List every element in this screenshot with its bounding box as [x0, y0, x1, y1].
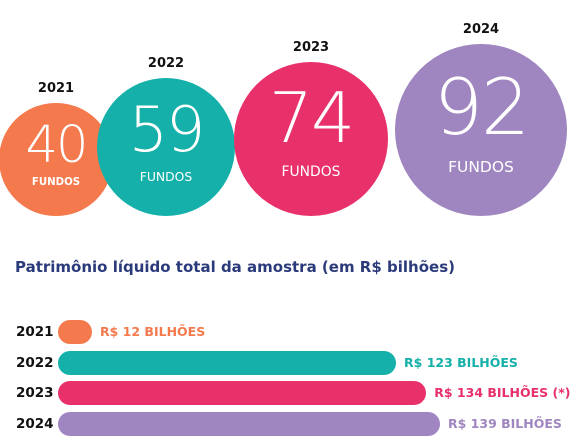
- bar-year-label: 2021: [16, 324, 54, 340]
- bubble-value: 59: [128, 92, 206, 166]
- bar-row-2021: 2021 R$ 12 BILHÕES: [0, 320, 583, 344]
- bar-row-2022: 2022 R$ 123 BILHÕES: [0, 351, 583, 375]
- bar: [58, 351, 397, 375]
- bubble-2024: 92 FUNDOS: [395, 44, 567, 216]
- bubble-value: 40: [25, 115, 89, 175]
- bubble-unit-label: FUNDOS: [448, 157, 514, 176]
- bar-year-label: 2024: [16, 416, 54, 432]
- bar-data-label: R$ 139 BILHÕES: [448, 416, 562, 431]
- bar: [58, 412, 440, 436]
- bubble-year-label: 2022: [147, 56, 185, 72]
- bar: [58, 320, 92, 344]
- bubble-unit-label: FUNDOS: [31, 177, 81, 189]
- bar-row-2024: 2024 R$ 139 BILHÕES: [0, 412, 583, 436]
- bubble-2023: 74 FUNDOS: [233, 61, 389, 216]
- bubble-year-label: 2024: [462, 22, 500, 37]
- bar-data-label: R$ 134 BILHÕES (*): [434, 385, 571, 400]
- bubble-2021: 40 FUNDOS: [0, 102, 113, 216]
- bar-year-label: 2023: [16, 385, 54, 401]
- bubble-unit-label: FUNDOS: [139, 169, 193, 185]
- bubble-value: 74: [268, 78, 355, 159]
- bar-data-label: R$ 123 BILHÕES: [404, 355, 518, 370]
- bar-year-label: 2022: [16, 355, 54, 371]
- bar: [58, 381, 427, 405]
- bar-row-2023: 2023 R$ 134 BILHÕES (*): [0, 381, 583, 405]
- bubble-value: 92: [433, 62, 530, 153]
- bubble-2022: 59 FUNDOS: [97, 78, 235, 216]
- bar-data-label: R$ 12 BILHÕES: [100, 324, 206, 339]
- bubble-year-label: 2021: [37, 80, 75, 96]
- bubble-unit-label: FUNDOS: [281, 163, 341, 180]
- bubble-year-label: 2023: [292, 39, 330, 55]
- chart-title: Patrimônio líquido total da amostra (em …: [15, 258, 455, 276]
